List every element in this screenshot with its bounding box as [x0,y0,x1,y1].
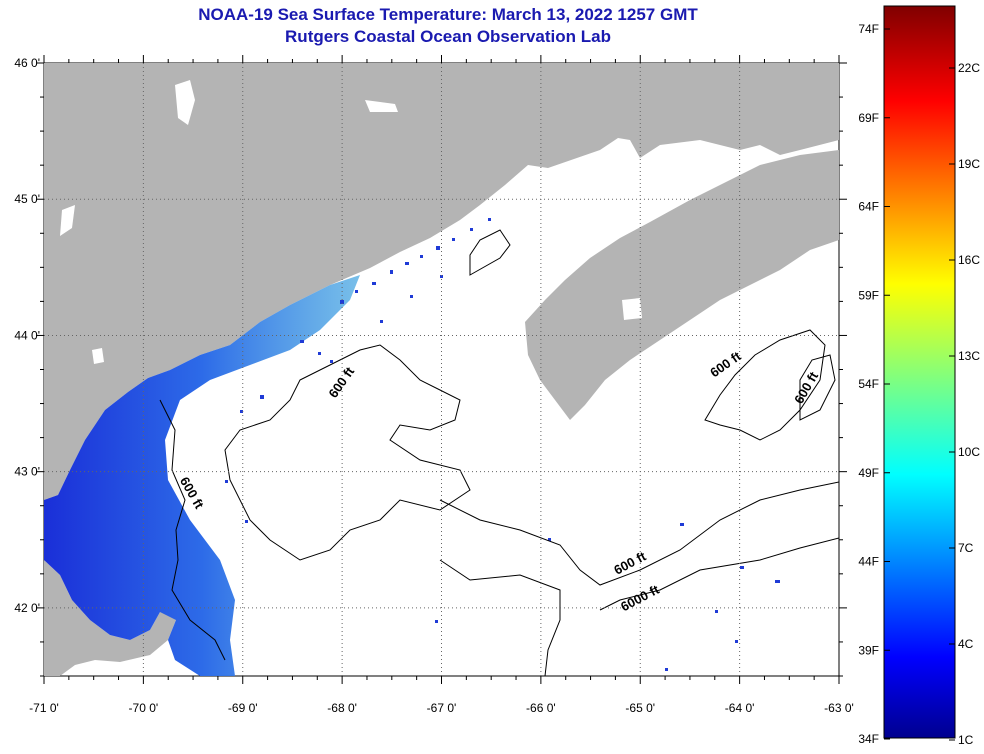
colorbar-fahrenheit-label: 74F [858,22,879,36]
lat-tick-label: 42 0' [14,601,40,615]
colorbar-fahrenheit-label: 69F [858,111,879,125]
lon-tick-label: -71 0' [29,701,59,715]
lon-tick-label: -65 0' [625,701,655,715]
colorbar-celsius-label: 16C [958,253,980,267]
colorbar-fahrenheit-label: 39F [858,643,879,657]
lon-tick-label: -66 0' [526,701,556,715]
colorbar-celsius-label: 13C [958,349,980,363]
lat-tick-label: 43 0' [14,465,40,479]
colorbar-fahrenheit-label: 44F [858,555,879,569]
colorbar-celsius-label: 10C [958,445,980,459]
colorbar-fahrenheit-label: 34F [858,732,879,746]
colorbar-celsius-label: 19C [958,157,980,171]
lon-tick-label: -67 0' [427,701,457,715]
lake [622,298,642,320]
lake [175,80,195,125]
lon-tick-label: -69 0' [228,701,258,715]
lon-tick-label: -64 0' [725,701,755,715]
map-axes: -71 0' -70 0' -69 0' -68 0' -67 0' -66 0' -65 … [14,55,854,715]
lake [92,348,104,364]
lat-tick-label: 46 0' [14,56,40,70]
colorbar-celsius-label: 4C [958,637,974,651]
lon-tick-label: -70 0' [129,701,159,715]
colorbar-fahrenheit-label: 54F [858,377,879,391]
depth-contours [159,229,839,676]
colorbar-fahrenheit-label: 64F [858,200,879,214]
lon-tick-label: -68 0' [327,701,357,715]
colorbar-fahrenheit-label: 59F [858,288,879,302]
colorbar-celsius-label: 1C [958,733,974,747]
land-new-england [44,63,839,500]
map-subtitle: Rutgers Coastal Ocean Observation Lab [285,27,611,46]
colorbar-fahrenheit-label: 49F [858,466,879,480]
graticule [44,63,839,676]
river [365,100,398,112]
sst-speckles [225,218,780,671]
lat-tick-label: 45 0' [14,192,40,206]
colorbar-celsius-label: 22C [958,61,980,75]
lon-tick-label: -63 0' [824,701,854,715]
sst-coastal-band [44,275,360,676]
colorbar [883,5,956,739]
colorbar-celsius-label: 7C [958,541,974,555]
colorbar-labels: 74F 69F 64F 59F 54F 49F 44F 39F 34F 22C 19C 16C 13C 1… [858,22,980,747]
lake [60,205,75,236]
map-title: NOAA-19 Sea Surface Temperature: March 1… [198,5,698,24]
lat-tick-label: 44 0' [14,328,40,342]
land-nova-scotia [525,150,839,420]
